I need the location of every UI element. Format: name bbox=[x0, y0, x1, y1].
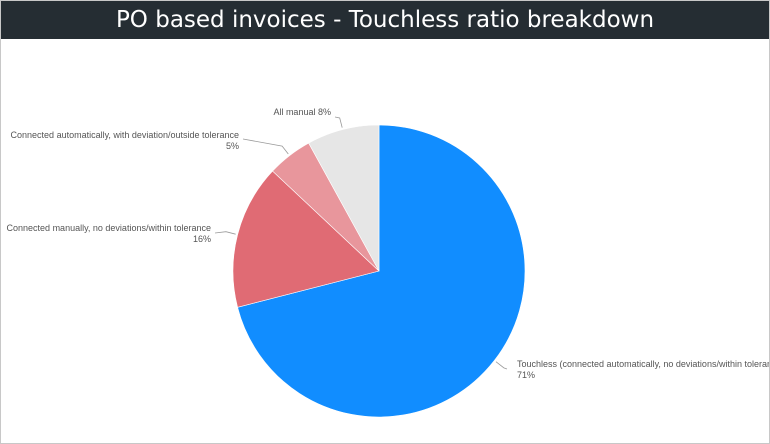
slice-name: All manual bbox=[273, 107, 315, 117]
leader-line bbox=[334, 116, 343, 128]
title-bar: PO based invoices - Touchless ratio brea… bbox=[1, 1, 769, 39]
slice-name: Touchless (connected automatically, no d… bbox=[517, 359, 769, 369]
slice-value: 8% bbox=[318, 107, 331, 117]
pie-slice[interactable] bbox=[308, 124, 380, 272]
slice-name: Connected manually, no deviations/within… bbox=[7, 223, 211, 233]
slice-name: Connected automatically, with deviation/… bbox=[11, 130, 239, 140]
pie-slice[interactable] bbox=[232, 170, 380, 308]
slice-value: 71% bbox=[517, 370, 535, 380]
pie-slice[interactable] bbox=[237, 124, 526, 418]
pie-chart: Touchless (connected automatically, no d… bbox=[7, 107, 769, 418]
slice-value: 5% bbox=[226, 141, 239, 151]
leader-line bbox=[242, 138, 289, 155]
slice-label: All manual 8% bbox=[273, 107, 331, 117]
slice-value: 16% bbox=[193, 234, 211, 244]
leader-line bbox=[214, 231, 236, 235]
chart-title: PO based invoices - Touchless ratio brea… bbox=[115, 7, 655, 33]
leader-line bbox=[495, 361, 508, 370]
